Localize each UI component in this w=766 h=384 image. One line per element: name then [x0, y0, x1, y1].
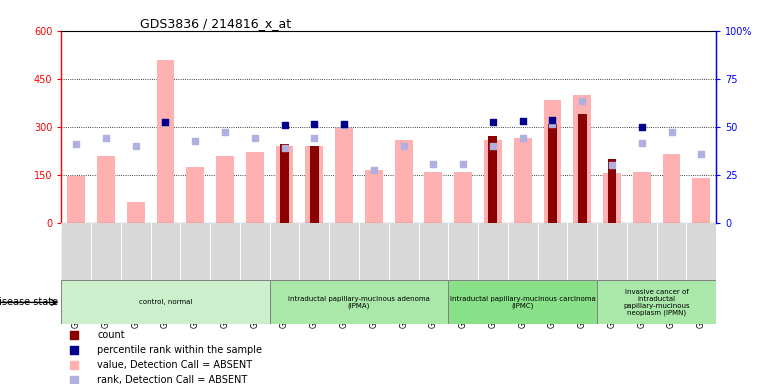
Point	[636, 140, 648, 146]
Point	[576, 98, 588, 104]
Point	[129, 143, 142, 149]
Point	[100, 135, 112, 141]
Point	[502, 178, 514, 184]
Bar	[514, 138, 532, 223]
Point	[368, 167, 380, 173]
Text: count: count	[97, 330, 125, 340]
Bar	[280, 144, 289, 223]
Bar	[544, 99, 561, 223]
Bar	[548, 124, 557, 223]
Point	[308, 135, 320, 141]
Point	[636, 124, 648, 131]
Point	[696, 151, 708, 157]
Point	[70, 141, 82, 147]
Point	[502, 313, 514, 319]
Bar	[484, 139, 502, 223]
Bar	[186, 167, 205, 223]
Bar	[306, 146, 323, 223]
Bar	[336, 128, 353, 223]
Point	[189, 138, 201, 144]
Bar	[97, 156, 115, 223]
Bar	[394, 139, 413, 223]
Bar	[216, 156, 234, 223]
Point	[502, 43, 514, 49]
Bar	[365, 170, 383, 223]
Point	[249, 135, 261, 141]
Bar	[489, 136, 497, 223]
Point	[308, 121, 320, 127]
Text: control, normal: control, normal	[139, 300, 192, 305]
Text: intraductal papillary-mucinous adenoma
(IPMA): intraductal papillary-mucinous adenoma (…	[288, 296, 430, 309]
Bar	[276, 146, 293, 223]
Bar	[663, 154, 680, 223]
Point	[546, 121, 558, 127]
Bar	[578, 114, 587, 223]
Point	[546, 117, 558, 123]
Text: disease state: disease state	[0, 297, 58, 308]
Bar	[270, 280, 448, 324]
Bar	[454, 172, 472, 223]
Bar	[424, 172, 442, 223]
Bar	[156, 60, 175, 223]
Point	[278, 122, 290, 128]
Text: percentile rank within the sample: percentile rank within the sample	[97, 345, 262, 355]
Text: intraductal papillary-mucinous carcinoma
(IPMC): intraductal papillary-mucinous carcinoma…	[450, 296, 596, 309]
Bar	[67, 176, 85, 223]
Text: GDS3836 / 214816_x_at: GDS3836 / 214816_x_at	[140, 17, 291, 30]
Point	[427, 161, 440, 167]
Point	[487, 119, 499, 125]
Point	[606, 162, 618, 168]
Bar	[692, 178, 710, 223]
Point	[516, 135, 529, 141]
Point	[338, 121, 350, 127]
Point	[516, 118, 529, 124]
Bar	[603, 173, 621, 223]
Point	[278, 144, 290, 151]
Point	[666, 128, 678, 135]
Point	[338, 122, 350, 128]
Point	[159, 119, 172, 125]
Bar	[448, 280, 597, 324]
Point	[487, 143, 499, 149]
Bar	[633, 172, 651, 223]
Point	[457, 161, 470, 167]
Bar	[573, 95, 591, 223]
Bar	[607, 159, 617, 223]
Bar	[127, 202, 145, 223]
Point	[159, 119, 172, 125]
Bar	[597, 280, 716, 324]
Bar	[310, 146, 319, 223]
Text: rank, Detection Call = ABSENT: rank, Detection Call = ABSENT	[97, 375, 247, 384]
Text: invasive cancer of
intraductal
papillary-mucinous
neoplasm (IPMN): invasive cancer of intraductal papillary…	[624, 289, 690, 316]
Point	[219, 128, 231, 135]
Point	[398, 143, 410, 149]
Bar	[246, 152, 264, 223]
Text: value, Detection Call = ABSENT: value, Detection Call = ABSENT	[97, 360, 253, 370]
Bar	[61, 280, 270, 324]
